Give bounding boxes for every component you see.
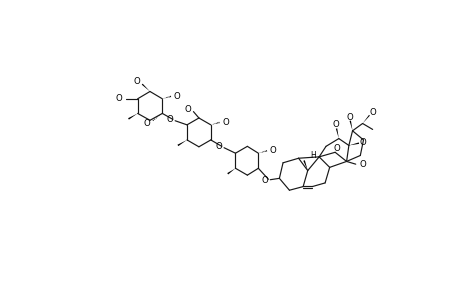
Text: O: O bbox=[143, 119, 150, 128]
Text: H: H bbox=[309, 151, 315, 160]
Text: O: O bbox=[358, 138, 365, 147]
Text: O: O bbox=[369, 108, 375, 117]
Polygon shape bbox=[177, 140, 187, 146]
Text: O: O bbox=[116, 94, 122, 103]
Text: O: O bbox=[332, 120, 339, 129]
Polygon shape bbox=[362, 115, 369, 124]
Polygon shape bbox=[348, 142, 358, 146]
Text: O: O bbox=[174, 92, 180, 100]
Text: O: O bbox=[333, 144, 340, 153]
Polygon shape bbox=[141, 84, 150, 92]
Polygon shape bbox=[302, 160, 307, 171]
Text: O: O bbox=[214, 142, 221, 151]
Text: O: O bbox=[222, 118, 229, 127]
Text: O: O bbox=[166, 115, 173, 124]
Polygon shape bbox=[227, 168, 235, 174]
Text: O: O bbox=[358, 160, 365, 169]
Text: O: O bbox=[133, 77, 140, 86]
Text: O: O bbox=[184, 105, 191, 114]
Polygon shape bbox=[349, 121, 352, 131]
Text: O: O bbox=[346, 112, 353, 122]
Polygon shape bbox=[335, 128, 338, 139]
Text: O: O bbox=[261, 176, 267, 185]
Polygon shape bbox=[128, 113, 137, 120]
Text: O: O bbox=[269, 146, 276, 155]
